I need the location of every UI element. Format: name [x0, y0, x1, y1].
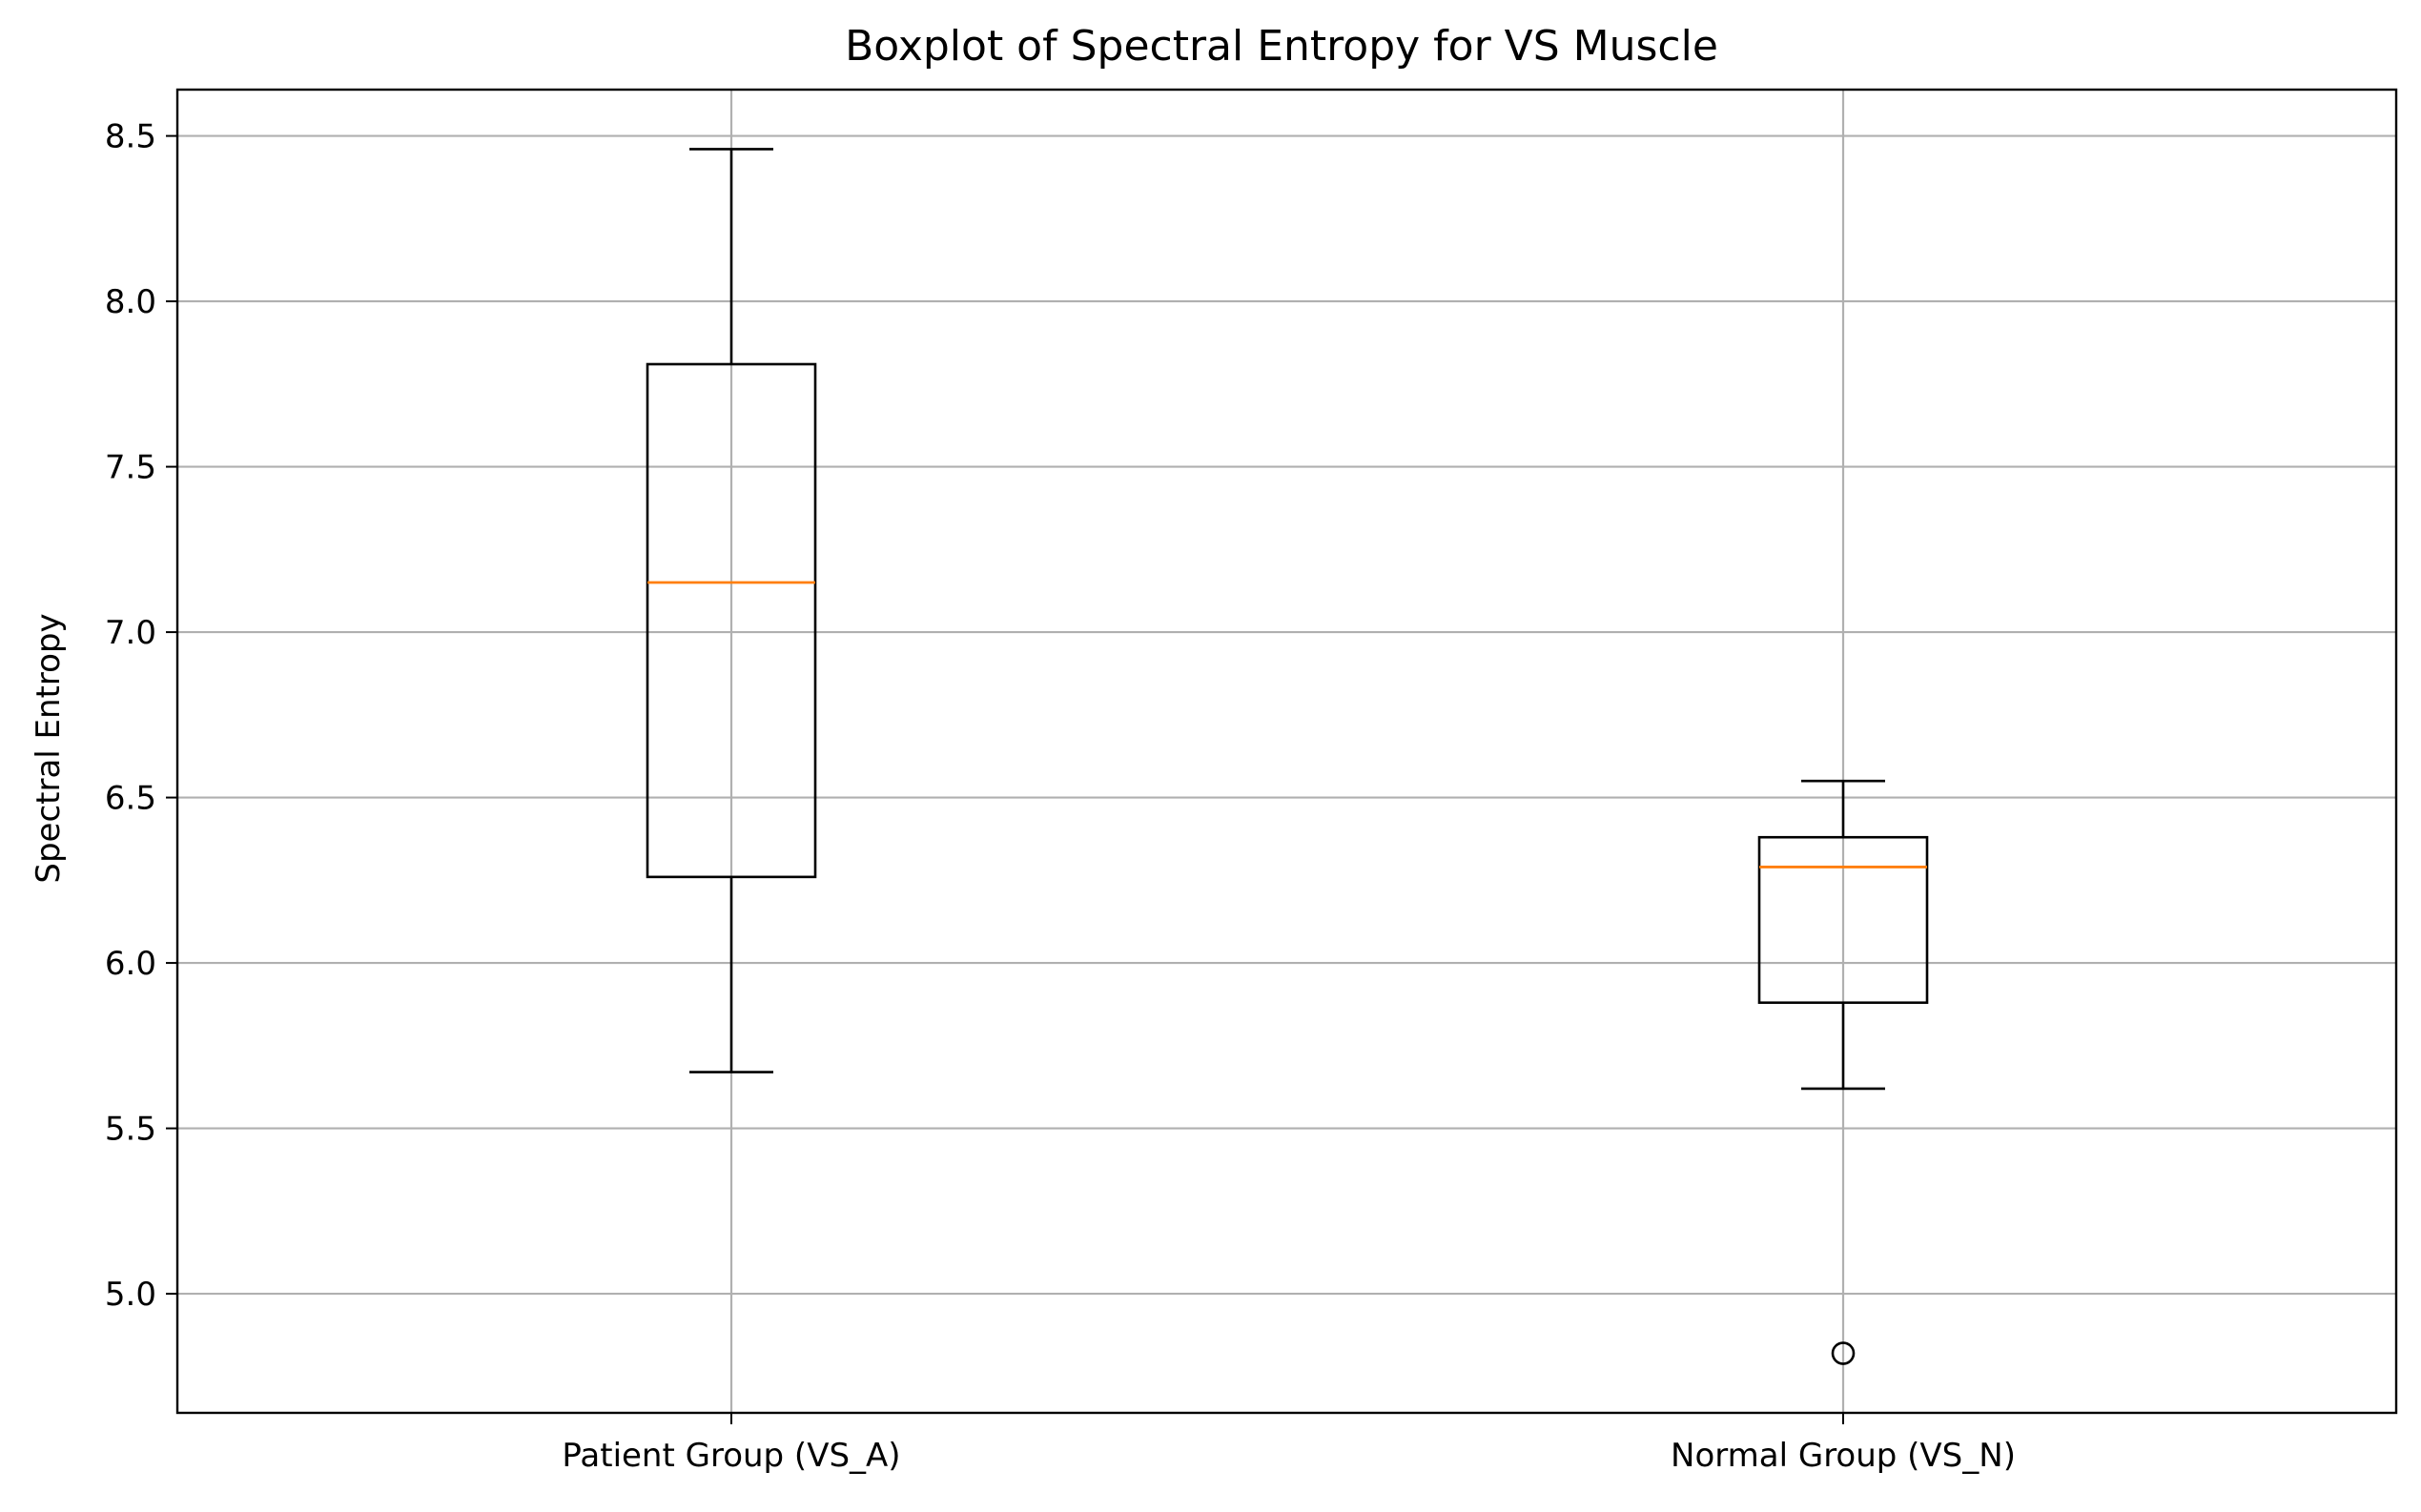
- y-tick-label: 6.0: [105, 945, 156, 983]
- box-group: [646, 148, 817, 1073]
- iqr-box: [1757, 835, 1929, 1005]
- y-tick-label: 8.5: [105, 118, 156, 156]
- y-tick-label: 5.5: [105, 1111, 156, 1149]
- iqr-box: [646, 362, 817, 879]
- y-tick-label: 5.0: [105, 1276, 156, 1314]
- plot-frame: [175, 88, 2398, 1415]
- x-tick-label: Patient Group (VS_A): [562, 1437, 900, 1475]
- chart-title: Boxplot of Spectral Entropy for VS Muscl…: [845, 22, 1718, 71]
- box-layer: [646, 148, 1929, 1365]
- x-tick-label: Normal Group (VS_N): [1671, 1437, 2016, 1475]
- y-tick-label: 8.0: [105, 283, 156, 321]
- box-group: [1757, 779, 1929, 1365]
- y-tick-label: 7.5: [105, 449, 156, 487]
- grid-layer: [177, 90, 2396, 1413]
- outlier-point: [1831, 1341, 1856, 1365]
- y-tick-label: 7.0: [105, 614, 156, 652]
- y-axis-label: Spectral Entropy: [30, 613, 68, 883]
- y-tick-label: 6.5: [105, 780, 156, 818]
- axis-layer: 5.0 5.5 6.0 6.5 7.0 7.5 8.0 8.5 Patient Group (V…: [105, 88, 2398, 1475]
